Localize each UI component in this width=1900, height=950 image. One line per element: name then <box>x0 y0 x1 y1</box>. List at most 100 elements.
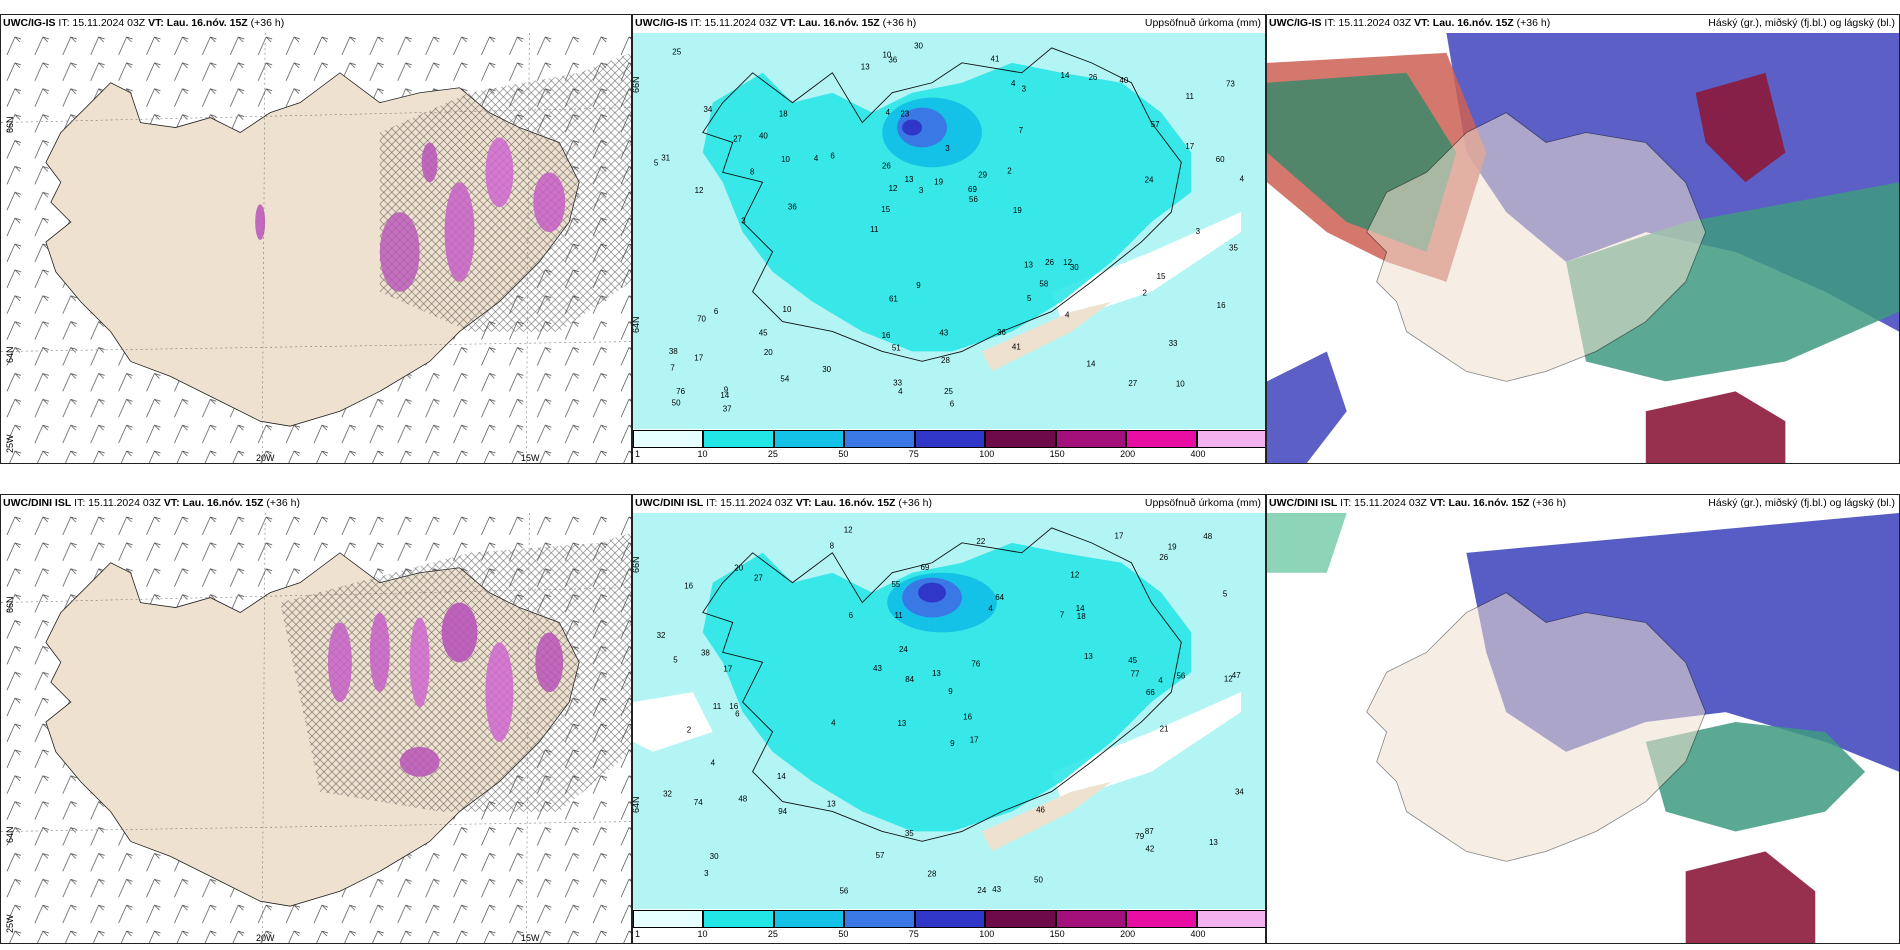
precip-value-label: 45 <box>1128 656 1137 665</box>
precip-value-label: 38 <box>701 648 710 657</box>
colorbar-tick: 100 <box>979 449 995 459</box>
precip-value-label: 5 <box>1223 590 1228 599</box>
precip-value-label: 10 <box>783 305 792 314</box>
precip-value-label: 4 <box>1011 79 1016 88</box>
precip-value-label: 57 <box>876 851 885 860</box>
precip-value-label: 43 <box>873 664 882 673</box>
lon-label: 20W <box>256 453 275 463</box>
precip-value-label: 9 <box>948 687 953 696</box>
precip-value-label: 3 <box>945 144 950 153</box>
colorbar-swatch <box>844 910 915 928</box>
precip-value-label: 6 <box>950 400 955 409</box>
lat-label: 66N <box>632 556 641 573</box>
wind-map-svg <box>1 33 631 463</box>
precip-value-label: 50 <box>672 398 681 407</box>
init-time: IT: 15.11.2024 03Z <box>1340 497 1427 509</box>
precip-value-label: 9 <box>916 281 921 290</box>
precip-value-label: 56 <box>969 195 978 204</box>
precip-value-label: 70 <box>697 315 706 324</box>
colorbar-tick: 1 <box>635 929 641 939</box>
colorbar-swatch <box>1055 910 1127 928</box>
precip-value-label: 18 <box>779 110 788 119</box>
precip-value-label: 5 <box>673 655 678 664</box>
map-area[interactable] <box>1267 33 1899 463</box>
precip-value-label: 14 <box>1076 604 1085 613</box>
precip-value-label: 61 <box>889 295 898 304</box>
precip-value-label: 12 <box>1070 571 1079 580</box>
colorbar-tick: 10 <box>697 929 708 939</box>
precip-value-label: 43 <box>939 328 948 337</box>
map-area[interactable]: 12 12 12 13 17 16 16 7 2 4 9 3 8 4 24 43 35 17 13 14 17 11 47 5… <box>633 513 1265 909</box>
precip-value-label: 14 <box>1087 359 1096 368</box>
precip-value-label: 18 <box>1077 612 1086 621</box>
precip-value-label: 43 <box>992 885 1001 894</box>
lon-label: 15W <box>521 933 540 943</box>
colorbar-tick: 25 <box>767 929 778 939</box>
precip-value-label: 11 <box>713 702 722 711</box>
precip-value-label: 36 <box>997 328 1006 337</box>
colorbar-tick: 200 <box>1120 449 1136 459</box>
precip-value-label: 23 <box>900 109 909 118</box>
precip-value-label: 76 <box>676 387 685 396</box>
precip-value-label: 4 <box>898 387 903 396</box>
iceland-coastline <box>702 527 1182 842</box>
precip-value-label: 30 <box>710 852 719 861</box>
precip-value-label: 73 <box>1226 79 1235 88</box>
colorbar-tick: 10 <box>697 449 708 459</box>
precip-value-label: 8 <box>750 167 755 176</box>
colorbar-swatch <box>633 910 704 928</box>
precip-value-label: 9 <box>950 739 955 748</box>
precip-value-label: 12 <box>889 184 898 193</box>
precip-value-label: 4 <box>711 759 716 768</box>
precip-value-label: 28 <box>928 870 937 879</box>
precip-value-label: 3 <box>919 186 924 195</box>
colorbar-tick: 25 <box>767 449 778 459</box>
precip-value-label: 27 <box>1128 379 1137 388</box>
precip-value-label: 4 <box>988 604 993 613</box>
map-area[interactable]: 10 12 11 11 7 9 4 3 6 6 7 20 23 29 30 34 36 4 13 17 15 16 12 18… <box>633 33 1265 429</box>
precip-value-label: 20 <box>734 564 743 573</box>
precip-values: 1012111179436672023293034364131715161218… <box>654 42 1245 414</box>
precip-value-label: 8 <box>830 542 835 551</box>
map-area[interactable] <box>1267 513 1899 943</box>
precip-value-label: 25 <box>944 387 953 396</box>
model-name: UWC/IG-IS <box>635 17 688 29</box>
colorbar: 1 10 25 50 75 100 150 200 400 <box>633 429 1265 463</box>
precip-value-label: 6 <box>849 611 854 620</box>
precip-value-label: 13 <box>827 800 836 809</box>
precip-value-label: 42 <box>1145 844 1154 853</box>
colorbar-tick: 50 <box>838 449 849 459</box>
cloud-map-svg <box>1267 33 1899 463</box>
precip-value-label: 20 <box>764 348 773 357</box>
precip-value-label: 41 <box>1012 343 1021 352</box>
precip-value-label: 35 <box>905 829 914 838</box>
precip-value-label: 13 <box>932 669 941 678</box>
precip-value-label: 13 <box>905 175 914 184</box>
colorbar-tick: 400 <box>1190 449 1206 459</box>
precip-value-label: 84 <box>905 675 914 684</box>
product-title: Háský (gr.), miðský (fj.bl.) og lágský (… <box>1708 17 1895 29</box>
init-time: IT: 15.11.2024 03Z <box>1324 17 1412 29</box>
precip-value-label: 6 <box>830 151 835 160</box>
precip-value-label: 4 <box>814 154 819 163</box>
colorbar-swatch <box>985 430 1056 448</box>
precip-value-label: 30 <box>822 365 831 374</box>
precip-value-label: 24 <box>899 645 908 654</box>
colorbar-swatch <box>914 430 986 448</box>
panel-row1-cloud-cover: UWC/IG-IS IT: 15.11.2024 03Z VT: Lau. 16… <box>1266 14 1900 464</box>
precip-value-label: 26 <box>882 161 891 170</box>
precip-value-label: 40 <box>1119 76 1128 85</box>
init-time: IT: 15.11.2024 03Z <box>74 497 161 509</box>
precip-value-label: 32 <box>663 790 672 799</box>
lon-label: 25W <box>5 914 15 933</box>
map-area[interactable]: 66N 64N 25W 20W 15W <box>1 33 631 463</box>
map-area[interactable]: 66N 64N 25W 20W 15W <box>1 513 631 943</box>
precip-value-label: 11 <box>870 225 879 234</box>
precip-value-label: 14 <box>1061 71 1070 80</box>
precip-value-label: 29 <box>978 170 987 179</box>
precip-value-label: 60 <box>1216 155 1225 164</box>
precip-value-label: 27 <box>733 134 742 143</box>
precip-value-label: 36 <box>788 202 797 211</box>
colorbar-swatch <box>773 910 845 928</box>
